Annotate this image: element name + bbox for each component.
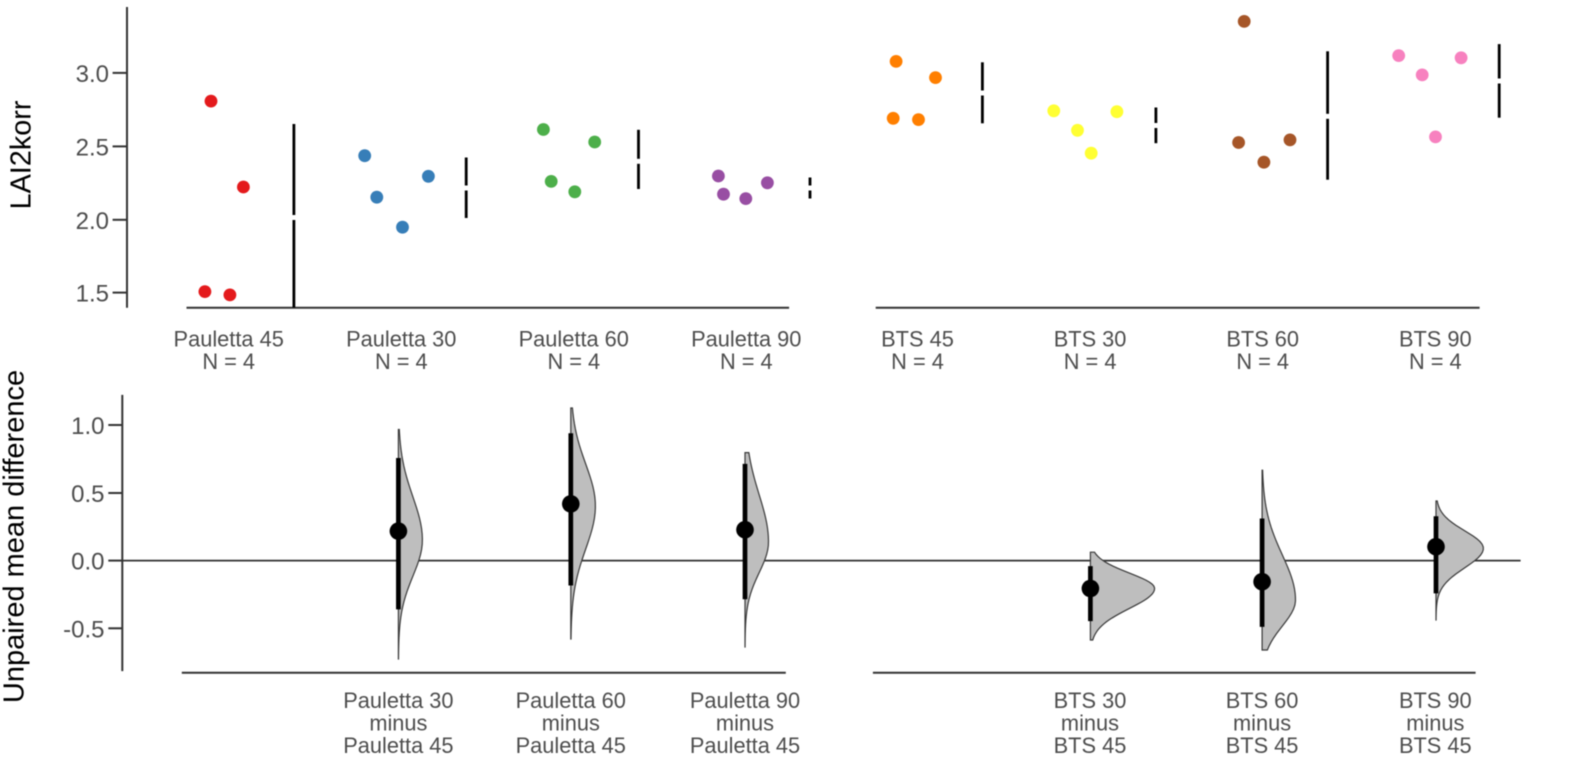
svg-text:Pauletta 30: Pauletta 30 bbox=[343, 688, 453, 713]
svg-text:N = 4: N = 4 bbox=[891, 349, 944, 374]
svg-text:N = 4: N = 4 bbox=[1064, 349, 1117, 374]
svg-text:BTS 45: BTS 45 bbox=[1226, 733, 1299, 758]
svg-text:0.5: 0.5 bbox=[71, 481, 104, 508]
svg-text:0.0: 0.0 bbox=[71, 549, 104, 576]
svg-text:minus: minus bbox=[1061, 711, 1119, 736]
svg-text:2.5: 2.5 bbox=[76, 134, 109, 161]
svg-text:Pauletta 45: Pauletta 45 bbox=[343, 733, 453, 758]
svg-text:Pauletta 60: Pauletta 60 bbox=[519, 327, 629, 352]
svg-text:-0.5: -0.5 bbox=[63, 616, 104, 643]
svg-text:minus: minus bbox=[542, 711, 600, 736]
svg-text:Pauletta 60: Pauletta 60 bbox=[516, 688, 626, 713]
svg-text:1.5: 1.5 bbox=[76, 281, 109, 308]
svg-text:BTS 45: BTS 45 bbox=[881, 327, 954, 352]
svg-text:LAI2korr: LAI2korr bbox=[6, 100, 38, 209]
svg-text:BTS 30: BTS 30 bbox=[1054, 327, 1127, 352]
svg-text:Pauletta 90: Pauletta 90 bbox=[690, 688, 800, 713]
svg-text:2.0: 2.0 bbox=[76, 208, 109, 235]
svg-text:Pauletta 45: Pauletta 45 bbox=[516, 733, 626, 758]
svg-text:BTS 90: BTS 90 bbox=[1399, 327, 1472, 352]
svg-text:BTS 45: BTS 45 bbox=[1399, 733, 1472, 758]
svg-text:Pauletta 30: Pauletta 30 bbox=[346, 327, 456, 352]
svg-text:minus: minus bbox=[716, 711, 774, 736]
svg-text:N = 4: N = 4 bbox=[720, 349, 773, 374]
svg-text:BTS 45: BTS 45 bbox=[1054, 733, 1127, 758]
svg-text:BTS 30: BTS 30 bbox=[1054, 688, 1127, 713]
svg-text:N = 4: N = 4 bbox=[375, 349, 428, 374]
svg-text:Pauletta 90: Pauletta 90 bbox=[691, 327, 801, 352]
svg-text:N = 4: N = 4 bbox=[1236, 349, 1289, 374]
svg-text:Pauletta 45: Pauletta 45 bbox=[174, 327, 284, 352]
svg-text:N = 4: N = 4 bbox=[547, 349, 600, 374]
svg-text:BTS 90: BTS 90 bbox=[1399, 688, 1472, 713]
svg-text:BTS 60: BTS 60 bbox=[1226, 327, 1299, 352]
svg-text:minus: minus bbox=[1233, 711, 1291, 736]
svg-text:N = 4: N = 4 bbox=[1409, 349, 1462, 374]
svg-text:N = 4: N = 4 bbox=[202, 349, 255, 374]
svg-text:Pauletta 45: Pauletta 45 bbox=[690, 733, 800, 758]
svg-text:BTS 60: BTS 60 bbox=[1226, 688, 1299, 713]
svg-text:minus: minus bbox=[369, 711, 427, 736]
svg-text:3.0: 3.0 bbox=[76, 61, 109, 88]
svg-text:minus: minus bbox=[1406, 711, 1464, 736]
svg-text:1.0: 1.0 bbox=[71, 413, 104, 440]
svg-text:Unpaired mean difference: Unpaired mean difference bbox=[0, 370, 31, 703]
